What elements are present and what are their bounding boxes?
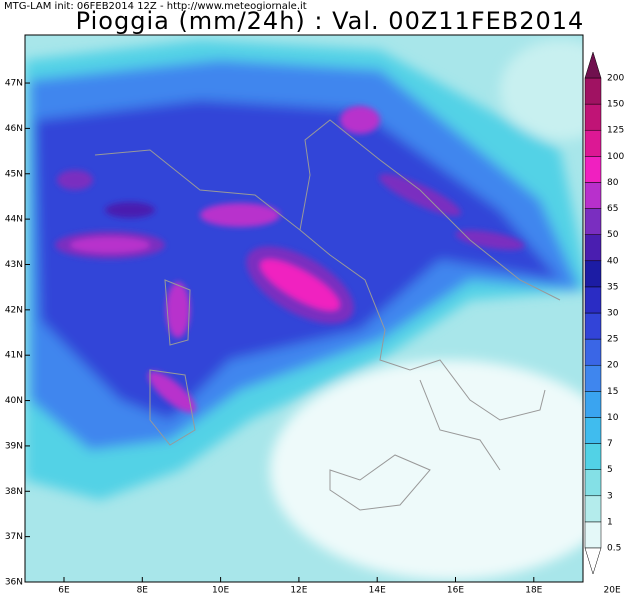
colorbar-over: [584, 51, 602, 79]
colorbar-label: 30: [607, 309, 619, 319]
lat-label: 40N: [5, 396, 23, 406]
colorbar-swatch: [584, 286, 602, 314]
colorbar-swatch: [584, 495, 602, 523]
colorbar-swatch: [584, 234, 602, 262]
colorbar-label: 25: [607, 335, 618, 345]
colorbar-swatch: [584, 443, 602, 470]
colorbar-swatch: [584, 156, 602, 183]
colorbar-label: 15: [607, 387, 618, 397]
lat-label: 37N: [5, 532, 23, 542]
colorbar-label: 100: [607, 152, 624, 162]
lat-label: 47N: [5, 79, 23, 89]
colorbar-swatch: [584, 364, 602, 392]
colorbar-label: 5: [607, 465, 613, 475]
colorbar-label: 0.5: [607, 544, 621, 554]
colorbar-swatch: [584, 338, 602, 366]
colorbar-label: 80: [607, 178, 619, 188]
lat-label: 44N: [5, 215, 23, 225]
colorbar-label: 1: [607, 517, 613, 527]
lon-label: 18E: [525, 586, 542, 596]
lat-label: 42N: [5, 305, 23, 315]
colorbar-swatch: [584, 521, 602, 549]
colorbar-label: 20: [607, 361, 619, 371]
coastlines: [94, 119, 561, 511]
colorbar-label: 7: [607, 439, 613, 449]
colorbar-label: 50: [607, 230, 619, 240]
colorbar-under: [584, 547, 602, 575]
colorbar-label: 3: [607, 491, 613, 501]
colorbar-label: 35: [607, 282, 618, 292]
lon-label: 20E: [604, 586, 621, 596]
lat-label: 43N: [5, 260, 23, 270]
colorbar-swatch: [584, 208, 602, 235]
map-frame: [24, 34, 584, 583]
lon-label: 14E: [369, 586, 386, 596]
lon-label: 8E: [137, 586, 149, 596]
colorbar-swatch: [584, 391, 602, 418]
lon-label: 16E: [447, 586, 464, 596]
lat-label: 41N: [5, 351, 23, 361]
lat-label: 36N: [5, 578, 23, 588]
map-title: Pioggia (mm/24h) : Val. 00Z11FEB2014: [76, 7, 585, 35]
rain-field: [25, 35, 583, 582]
colorbar-swatch: [584, 469, 602, 497]
lat-label: 39N: [5, 441, 23, 451]
colorbar-swatch: [584, 182, 602, 209]
lon-label: 6E: [58, 586, 70, 596]
colorbar-label: 40: [607, 256, 619, 266]
colorbar-label: 200: [607, 74, 624, 84]
colorbar-swatch: [584, 129, 602, 157]
lon-label: 12E: [290, 586, 307, 596]
colorbar-swatch: [584, 417, 602, 444]
colorbar-label: 125: [607, 126, 624, 136]
colorbar-label: 65: [607, 204, 618, 214]
colorbar-swatch: [584, 312, 602, 340]
lat-label: 46N: [5, 124, 23, 134]
colorbar-label: 150: [607, 100, 624, 110]
colorbar-swatch: [584, 77, 602, 105]
lat-label: 45N: [5, 169, 23, 179]
header: MTG-LAM init: 06FEB2014 12Z - http://www…: [4, 1, 307, 12]
lon-label: 10E: [212, 586, 229, 596]
colorbar-swatch: [584, 260, 602, 288]
lat-label: 38N: [5, 487, 23, 497]
colorbar-swatch: [584, 103, 602, 131]
colorbar-label: 10: [607, 413, 619, 423]
